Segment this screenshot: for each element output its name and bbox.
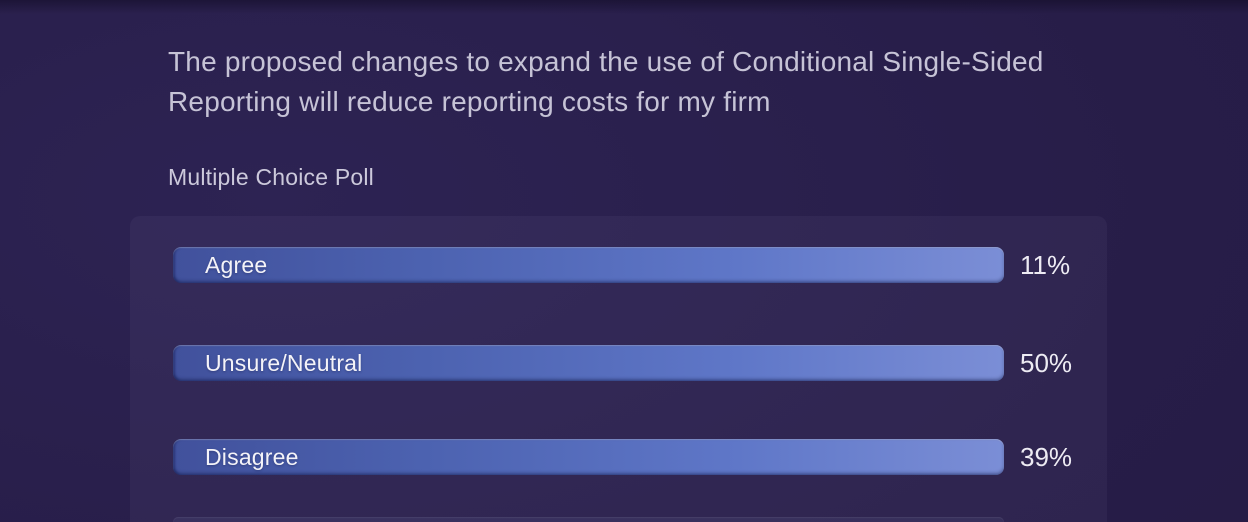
poll-option-row-agree: Agree 11%	[173, 247, 1070, 283]
poll-option-percent: 50%	[1020, 347, 1073, 378]
poll-question-title: The proposed changes to expand the use o…	[168, 46, 1044, 117]
poll-option-bar-unsure-neutral: Unsure/Neutral	[173, 345, 1004, 381]
poll-option-row-unsure-neutral: Unsure/Neutral 50%	[173, 345, 1072, 381]
poll-type-label: Multiple Choice Poll	[168, 164, 374, 190]
poll-option-label: Unsure/Neutral	[205, 349, 363, 376]
poll-option-percent: 11%	[1020, 249, 1071, 280]
partial-next-bar	[173, 517, 1004, 522]
poll-option-bar-agree: Agree	[173, 247, 1004, 283]
poll-results-panel: Agree 11% Unsure/Neutral 50% Disagree 39…	[130, 216, 1107, 522]
poll-option-label: Disagree	[205, 443, 299, 470]
poll-option-row-disagree: Disagree 39%	[173, 439, 1072, 475]
poll-option-percent: 39%	[1020, 441, 1073, 472]
poll-option-label: Agree	[205, 251, 268, 278]
top-vignette	[0, 0, 1248, 14]
poll-option-bar-disagree: Disagree	[173, 439, 1004, 475]
